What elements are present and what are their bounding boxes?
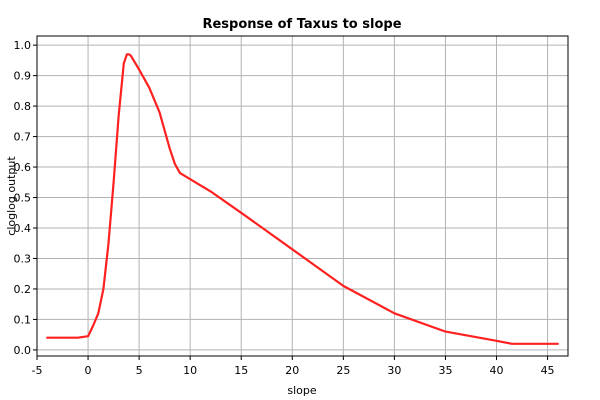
grid-lines xyxy=(36,36,568,356)
y-tick-label: 0.6 xyxy=(14,161,32,174)
y-tick-label: 0.0 xyxy=(14,344,32,357)
x-tick-label: 10 xyxy=(183,364,197,377)
axis-ticks xyxy=(33,44,549,360)
y-tick-label: 0.4 xyxy=(14,222,32,235)
y-tick-label: 0.3 xyxy=(14,252,32,265)
x-tick-labels: -5 0 5 10 15 20 25 30 35 40 45 xyxy=(32,364,555,377)
y-tick-label: 0.1 xyxy=(14,313,32,326)
y-tick-label: 0.5 xyxy=(14,192,32,205)
plot-frame xyxy=(36,35,569,357)
series-line xyxy=(46,53,559,345)
x-tick-label: 45 xyxy=(541,364,555,377)
x-tick-label: 5 xyxy=(136,364,143,377)
chart-title: Response of Taxus to slope xyxy=(202,17,401,32)
y-tick-label: 0.9 xyxy=(14,70,32,83)
x-axis-label: slope xyxy=(287,384,316,397)
x-tick-label: 25 xyxy=(336,364,350,377)
x-tick-label: 15 xyxy=(234,364,248,377)
x-tick-label: 30 xyxy=(387,364,401,377)
x-tick-label: 20 xyxy=(285,364,299,377)
y-tick-labels: 0.0 0.1 0.2 0.3 0.4 0.5 0.6 0.7 0.8 0.9 1.0 xyxy=(14,39,32,357)
y-tick-label: 0.2 xyxy=(14,283,32,296)
y-tick-label: 0.8 xyxy=(14,100,32,113)
x-tick-label: 35 xyxy=(438,364,452,377)
y-tick-label: 1.0 xyxy=(14,39,32,52)
y-axis-label: cloglog output xyxy=(5,156,18,236)
x-tick-label: -5 xyxy=(32,364,43,377)
y-tick-label: 0.7 xyxy=(14,131,32,144)
x-tick-label: 0 xyxy=(85,364,92,377)
x-tick-label: 40 xyxy=(490,364,504,377)
